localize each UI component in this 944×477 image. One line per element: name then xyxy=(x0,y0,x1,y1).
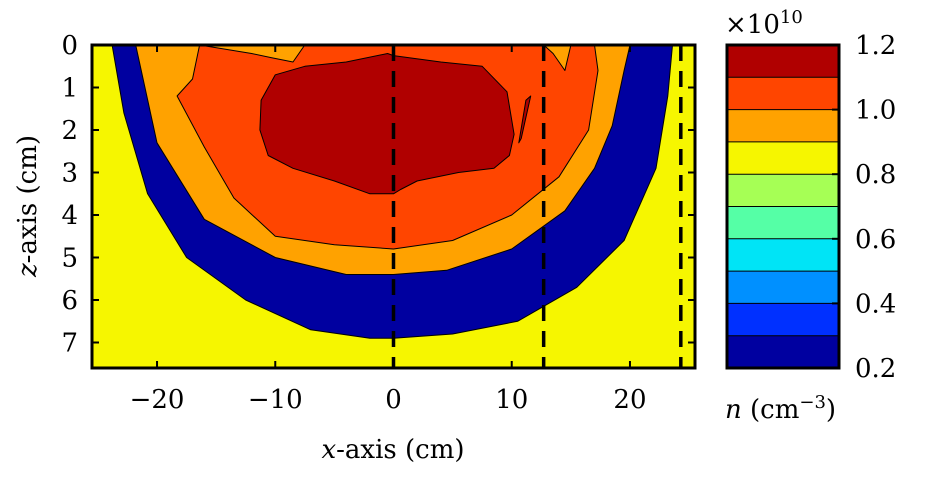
colorbar-swatch xyxy=(727,206,839,239)
colorbar-tick-label: 0.2 xyxy=(855,354,896,384)
y-tick-label: 7 xyxy=(61,329,78,359)
colorbar-ticks: 0.2 0.4 0.6 0.8 1.0 1.2 xyxy=(832,31,896,384)
y-tick-label: 3 xyxy=(61,159,78,189)
y-tick-label: 6 xyxy=(61,286,78,316)
x-tick-label: 0 xyxy=(385,385,402,415)
colorbar-tick-label: 0.4 xyxy=(855,289,896,319)
y-tick-label: 0 xyxy=(61,31,78,61)
contour-region xyxy=(518,95,532,144)
colorbar-swatch xyxy=(727,335,839,368)
colorbar-label: n (cm−3) xyxy=(725,392,836,425)
colorbar xyxy=(727,45,839,368)
y-tick-label: 1 xyxy=(61,74,78,104)
y-tick-label: 4 xyxy=(61,201,78,231)
dashed-lines-layer xyxy=(391,45,683,368)
colorbar-swatch xyxy=(727,45,839,78)
y-axis-label: z-axis (cm) xyxy=(13,135,43,278)
x-axis-ticks: −20 −10 0 10 20 xyxy=(130,45,647,415)
contour-fill-layer xyxy=(92,45,695,368)
y-tick-label: 2 xyxy=(61,116,78,146)
colorbar-multiplier: ×1010 xyxy=(725,7,803,40)
colorbar-tick-label: 0.6 xyxy=(855,225,896,255)
x-axis-label: x-axis (cm) xyxy=(321,435,464,465)
x-tick-label: −20 xyxy=(130,385,185,415)
colorbar-swatch xyxy=(727,238,839,272)
y-axis-ticks: 0 1 2 3 4 5 6 7 xyxy=(61,31,695,359)
y-tick-label: 5 xyxy=(61,244,78,274)
colorbar-tick-label: 0.8 xyxy=(855,160,896,190)
colorbar-tick-label: 1.2 xyxy=(855,31,896,61)
colorbar-swatch xyxy=(727,174,839,207)
x-tick-label: 10 xyxy=(495,385,528,415)
contour-region xyxy=(259,53,515,195)
colorbar-swatch xyxy=(727,77,839,110)
colorbar-frame xyxy=(725,43,841,370)
colorbar-swatch xyxy=(727,141,839,175)
colorbar-swatch xyxy=(727,303,839,336)
colorbar-tick-label: 1.0 xyxy=(855,96,896,126)
contour-region xyxy=(92,45,695,368)
colorbar-swatch xyxy=(727,271,839,304)
x-tick-label: 20 xyxy=(613,385,646,415)
x-tick-label: −10 xyxy=(248,385,303,415)
colorbar-swatch xyxy=(727,109,839,142)
